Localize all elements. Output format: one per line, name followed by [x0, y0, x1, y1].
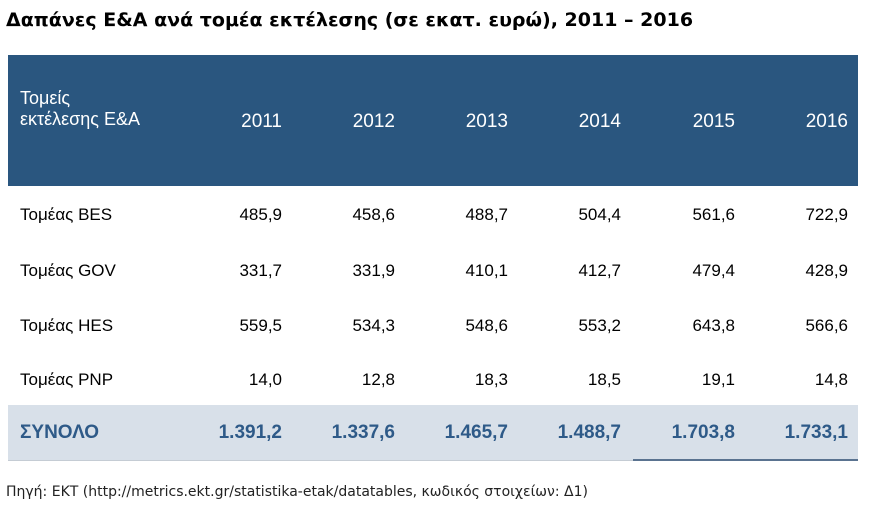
table-cell: 19,1: [701, 370, 735, 389]
divider: [8, 460, 633, 461]
total-row: [8, 405, 858, 460]
total-label: ΣΥΝΟΛΟ: [20, 422, 100, 443]
divider: [633, 459, 858, 461]
year-header: 2016: [805, 111, 848, 132]
table-cell: 643,8: [692, 316, 735, 335]
page-title: Δαπάνες Ε&Α ανά τομέα εκτέλεσης (σε εκατ…: [6, 9, 694, 31]
table-header: [8, 55, 858, 186]
total-cell: 1.391,2: [218, 422, 282, 443]
table-cell: 410,1: [465, 261, 508, 280]
table-cell: 488,7: [465, 205, 508, 224]
table-cell: 559,5: [239, 316, 282, 335]
table-cell: 479,4: [692, 261, 735, 280]
table-cell: 14,0: [248, 370, 282, 389]
header-label: Τομείς εκτέλεσης Ε&Α: [20, 88, 140, 129]
table-cell: 12,8: [361, 370, 395, 389]
table-cell: 18,3: [474, 370, 508, 389]
row-label: Τομέας BES: [20, 205, 113, 224]
year-header: 2013: [465, 111, 508, 132]
source-note: Πηγή: ΕΚΤ (http://metrics.ekt.gr/statist…: [6, 484, 588, 500]
table-cell: 534,3: [352, 316, 395, 335]
row-label: Τομέας HES: [20, 316, 114, 335]
table-cell: 18,5: [587, 370, 621, 389]
year-header: 2012: [352, 111, 395, 132]
table-cell: 561,6: [692, 205, 735, 224]
total-cell: 1.488,7: [557, 422, 621, 443]
table-cell: 331,7: [239, 261, 282, 280]
table-cell: 548,6: [465, 316, 508, 335]
table-cell: 485,9: [239, 205, 282, 224]
table-cell: 458,6: [352, 205, 395, 224]
table-cell: 504,4: [578, 205, 621, 224]
year-header: 2014: [578, 111, 621, 132]
table-cell: 14,8: [814, 370, 848, 389]
table-cell: 566,6: [805, 316, 848, 335]
row-label: Τομέας GOV: [20, 261, 116, 280]
table-cell: 412,7: [578, 261, 621, 280]
total-cell: 1.337,6: [331, 422, 395, 443]
table-cell: 331,9: [352, 261, 395, 280]
row-label: Τομέας PNP: [20, 370, 114, 389]
year-header: 2011: [241, 111, 282, 132]
table-cell: 428,9: [805, 261, 848, 280]
table-cell: 553,2: [578, 316, 621, 335]
total-cell: 1.733,1: [784, 422, 848, 443]
table-cell: 722,9: [805, 205, 848, 224]
total-cell: 1.465,7: [444, 422, 508, 443]
year-header: 2015: [692, 111, 735, 132]
total-cell: 1.703,8: [671, 422, 735, 443]
